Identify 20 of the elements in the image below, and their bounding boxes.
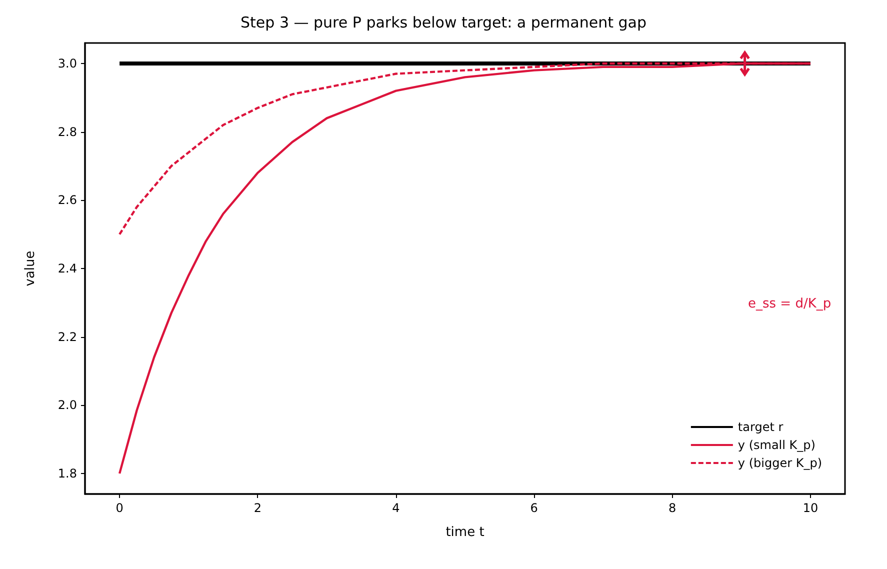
- x-axis-title: time t: [446, 525, 484, 540]
- legend-label: target r: [738, 420, 784, 434]
- legend-label: y (bigger K_p): [738, 456, 822, 470]
- y-tick-label: 1.8: [58, 466, 77, 480]
- y-tick-label: 2.0: [58, 398, 77, 412]
- chart-title: Step 3 — pure P parks below target: a permanent gap: [240, 14, 646, 32]
- x-tick-label: 10: [802, 501, 818, 515]
- x-tick-label: 6: [530, 501, 538, 515]
- x-tick-label: 4: [392, 501, 400, 515]
- y-axis-title: value: [23, 250, 38, 286]
- y-tick-label: 2.2: [58, 330, 77, 344]
- x-tick-label: 0: [116, 501, 124, 515]
- y-tick-label: 3.0: [58, 56, 77, 70]
- y-tick-label: 2.6: [58, 193, 77, 208]
- y-tick-label: 2.4: [58, 262, 77, 276]
- y-tick-label: 2.8: [58, 124, 77, 139]
- x-tick-label: 8: [668, 501, 676, 515]
- legend-label: y (small K_p): [738, 438, 816, 452]
- annotation: e_ss = d/K_p: [748, 296, 832, 312]
- x-tick-label: 2: [254, 501, 262, 515]
